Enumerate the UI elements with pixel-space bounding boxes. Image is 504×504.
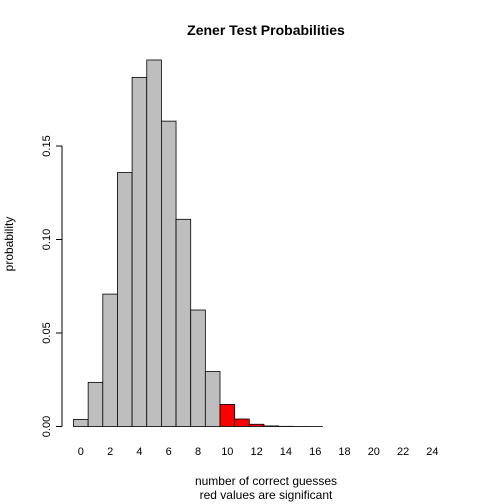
y-axis: 0.00 0.05 0.10 0.15: [41, 135, 63, 437]
bar-1: [87, 381, 104, 427]
bar-2: [102, 293, 118, 427]
y-tick-label: 0.05: [41, 322, 53, 343]
x-tick-label: 0: [78, 446, 84, 458]
y-tick-label: 0.10: [41, 229, 53, 250]
x-tick-label: 8: [195, 446, 201, 458]
bar-4: [131, 76, 148, 427]
y-tick-label: 0.00: [41, 416, 53, 437]
y-tick-label: 0.15: [41, 135, 53, 156]
bar-5: [146, 59, 162, 427]
x-tick-label: 20: [368, 446, 380, 458]
bar-7: [175, 218, 192, 427]
bars-group: [73, 59, 323, 427]
bar-9: [204, 371, 221, 427]
bar-8: [190, 309, 206, 427]
x-tick-label: 24: [426, 446, 438, 458]
x-tick-label: 10: [221, 446, 233, 458]
bar-12: [248, 423, 265, 427]
x-tick-label: 4: [136, 446, 142, 458]
x-tick-label: 16: [309, 446, 321, 458]
bar-3: [117, 172, 133, 427]
x-tick-label: 22: [397, 446, 409, 458]
chart-title: Zener Test Probabilities: [187, 22, 345, 38]
x-tick-labels: 0 2 4 6 8 10 12 14 16 18 20 22 24: [78, 446, 439, 458]
bar-0: [73, 418, 89, 427]
bar-6: [160, 120, 177, 427]
x-tick-label: 18: [338, 446, 350, 458]
y-axis-label: probability: [2, 217, 16, 272]
x-tick-label: 6: [166, 446, 172, 458]
x-tick-label: 14: [280, 446, 292, 458]
bar-11: [234, 418, 250, 427]
bar-13: [263, 425, 280, 427]
x-axis-sublabel: red values are significant: [200, 488, 333, 502]
x-tick-label: 12: [251, 446, 263, 458]
x-axis-label: number of correct guesses: [195, 474, 337, 488]
bar-10: [219, 404, 236, 427]
x-tick-label: 2: [107, 446, 113, 458]
